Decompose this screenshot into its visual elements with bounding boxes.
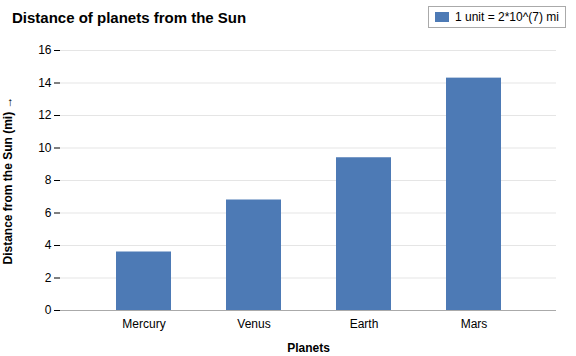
svg-text:Earth: Earth (350, 317, 379, 331)
svg-text:6: 6 (45, 206, 52, 220)
svg-text:16: 16 (38, 43, 52, 57)
svg-text:10: 10 (38, 141, 52, 155)
html-text:1 unit = 2*10^(7) mi: 1 unit = 2*10^(7) mi (455, 10, 559, 24)
svg-text:Venus: Venus (237, 317, 270, 331)
svg-text:12: 12 (38, 108, 52, 122)
svg-text:14: 14 (38, 76, 52, 90)
svg-text:0: 0 (45, 303, 52, 317)
html-text:Distance of planets from the S: Distance of planets from the Sun (12, 8, 247, 26)
svg-text:Mercury: Mercury (122, 317, 165, 331)
svg-text:Distance from the Sun (mi) →: Distance from the Sun (mi) → (1, 96, 15, 264)
svg-text:Planets: Planets (287, 341, 330, 355)
svg-text:2: 2 (45, 271, 52, 285)
svg-text:Mars: Mars (461, 317, 488, 331)
svg-text:8: 8 (45, 173, 52, 187)
svg-text:4: 4 (45, 238, 52, 252)
